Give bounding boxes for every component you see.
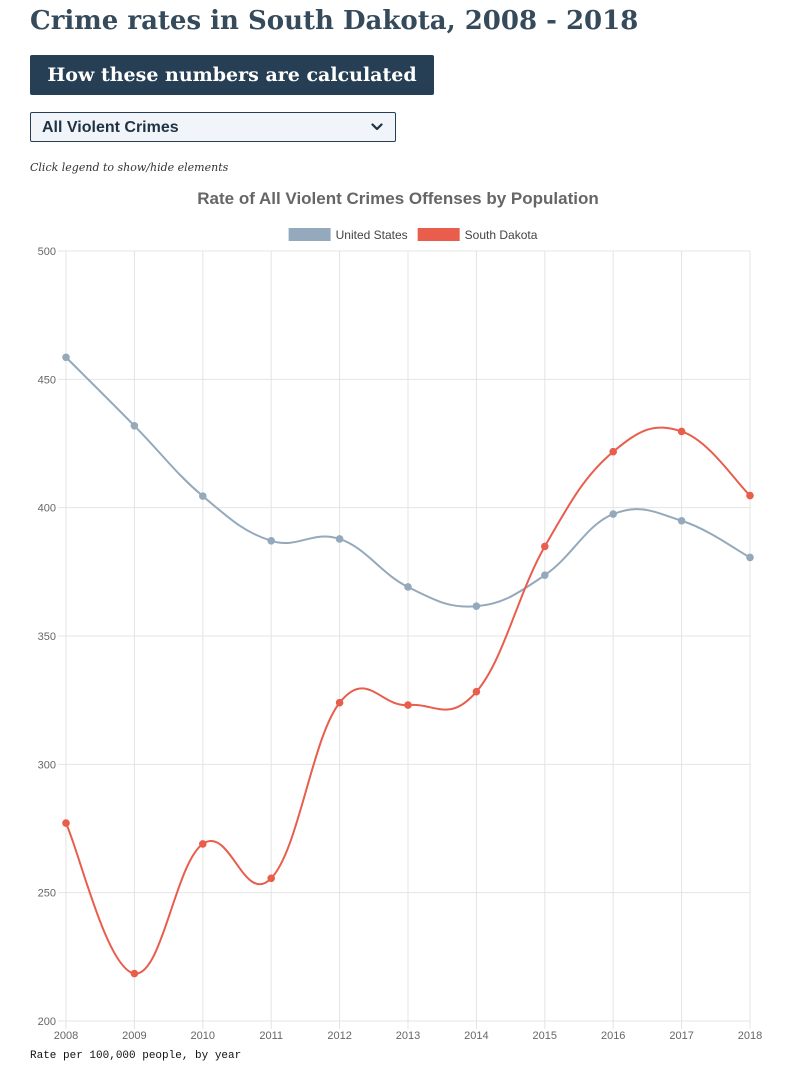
legend-item-united-states[interactable]: United States bbox=[288, 228, 408, 242]
data-point-south-dakota[interactable] bbox=[541, 542, 549, 551]
data-point-united-states[interactable] bbox=[267, 536, 276, 545]
data-point-united-states[interactable] bbox=[62, 353, 70, 362]
page-title: Crime rates in South Dakota, 2008 - 2018 bbox=[30, 6, 639, 36]
data-point-united-states[interactable] bbox=[335, 535, 344, 543]
x-tick-label: 2018 bbox=[738, 1030, 762, 1042]
legend-label: United States bbox=[336, 228, 408, 242]
data-point-south-dakota[interactable] bbox=[472, 687, 481, 696]
x-tick-label: 2008 bbox=[54, 1030, 78, 1042]
crime-type-select-value: All Violent Crimes bbox=[42, 119, 179, 136]
x-tick-label: 2013 bbox=[396, 1030, 420, 1042]
data-point-united-states[interactable] bbox=[541, 571, 549, 579]
legend-hint: Click legend to show/hide elements bbox=[30, 161, 229, 174]
data-point-south-dakota[interactable] bbox=[609, 447, 618, 456]
legend-swatch bbox=[288, 228, 331, 241]
data-point-south-dakota[interactable] bbox=[199, 840, 207, 848]
y-tick-label: 250 bbox=[38, 888, 56, 900]
data-point-south-dakota[interactable] bbox=[746, 491, 754, 500]
x-tick-label: 2016 bbox=[601, 1030, 625, 1042]
data-point-south-dakota[interactable] bbox=[62, 819, 70, 827]
data-point-south-dakota[interactable] bbox=[404, 701, 412, 709]
chevron-down-icon bbox=[371, 123, 383, 131]
x-tick-label: 2010 bbox=[191, 1030, 215, 1042]
x-tick-label: 2014 bbox=[464, 1030, 488, 1042]
how-calculated-button[interactable]: How these numbers are calculated bbox=[30, 55, 434, 95]
data-point-united-states[interactable] bbox=[677, 516, 686, 525]
data-point-united-states[interactable] bbox=[404, 583, 412, 591]
data-point-south-dakota[interactable] bbox=[130, 969, 139, 978]
chart-title: Rate of All Violent Crimes Offenses by P… bbox=[197, 189, 598, 208]
x-tick-label: 2011 bbox=[259, 1030, 283, 1042]
y-tick-label: 300 bbox=[38, 759, 56, 771]
series-line-united-states bbox=[65, 356, 751, 608]
crime-type-select[interactable]: All Violent Crimes bbox=[30, 112, 396, 142]
legend-swatch bbox=[417, 228, 460, 241]
y-tick-label: 400 bbox=[38, 503, 56, 515]
data-point-south-dakota[interactable] bbox=[335, 698, 344, 707]
y-tick-label: 500 bbox=[38, 246, 56, 258]
x-tick-label: 2012 bbox=[327, 1030, 351, 1042]
x-tick-label: 2017 bbox=[669, 1030, 693, 1042]
y-tick-label: 200 bbox=[38, 1016, 56, 1028]
legend-label: South Dakota bbox=[465, 228, 538, 242]
data-point-united-states[interactable] bbox=[746, 553, 754, 562]
chart-footnote: Rate per 100,000 people, by year bbox=[30, 1050, 242, 1062]
data-point-united-states[interactable] bbox=[130, 421, 139, 430]
data-point-united-states[interactable] bbox=[199, 492, 207, 500]
y-tick-label: 350 bbox=[38, 631, 56, 643]
legend-item-south-dakota[interactable]: South Dakota bbox=[417, 228, 538, 242]
y-tick-label: 450 bbox=[38, 374, 56, 386]
series-south-dakota bbox=[62, 426, 754, 978]
data-point-united-states[interactable] bbox=[609, 510, 618, 518]
data-point-south-dakota[interactable] bbox=[677, 427, 686, 436]
line-chart: Rate of All Violent Crimes Offenses by P… bbox=[38, 189, 763, 1042]
data-point-united-states[interactable] bbox=[472, 602, 481, 611]
data-point-south-dakota[interactable] bbox=[267, 874, 276, 883]
x-tick-label: 2015 bbox=[533, 1030, 557, 1042]
x-tick-label: 2009 bbox=[122, 1030, 146, 1042]
series-united-states bbox=[62, 353, 754, 611]
